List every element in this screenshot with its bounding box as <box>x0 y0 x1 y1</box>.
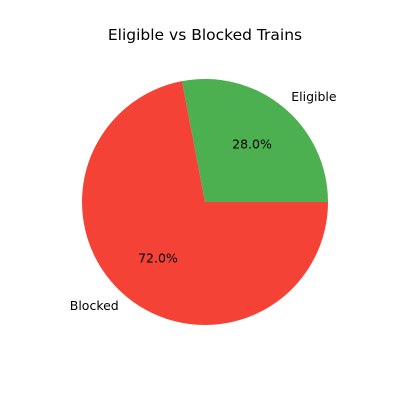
percent-label-eligible: 28.0% <box>232 137 272 152</box>
pie-labels: Eligible 28.0% Blocked 72.0% <box>70 89 337 313</box>
slice-label-blocked: Blocked <box>70 298 119 313</box>
pie-slices <box>81 79 328 325</box>
chart-title: Eligible vs Blocked Trains <box>108 26 302 44</box>
pie-slice-blocked <box>81 81 328 325</box>
pie-slice-eligible <box>181 79 328 202</box>
slice-label-eligible: Eligible <box>291 89 337 104</box>
percent-label-blocked: 72.0% <box>138 250 178 265</box>
